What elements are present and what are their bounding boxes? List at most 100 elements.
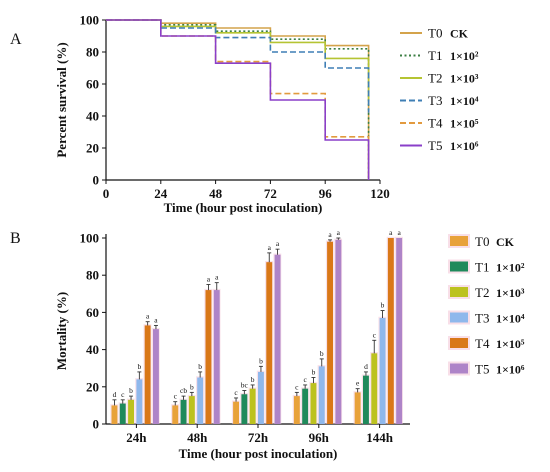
legend-label-t4: T4 bbox=[428, 116, 443, 131]
legend-dose-t1: 1×10² bbox=[496, 261, 525, 275]
significance-letter: a bbox=[328, 230, 332, 239]
panel-b-letter: B bbox=[10, 230, 21, 247]
significance-letter: c bbox=[234, 388, 238, 397]
significance-letter: cb bbox=[180, 386, 187, 395]
bar-t3-48h bbox=[197, 377, 204, 424]
significance-letter: b bbox=[190, 382, 194, 391]
mortality-legend: T0 CK T1 1×10² T2 1×10³ T3 1×10⁴ T4 1×10⁵ T5 1×10⁶ bbox=[448, 234, 525, 377]
bar-t5-96h bbox=[335, 239, 342, 424]
series-line-t5 bbox=[106, 19, 370, 180]
significance-letter: c bbox=[295, 382, 299, 391]
significance-letter: b bbox=[198, 362, 202, 371]
bar-t2-24h bbox=[128, 399, 134, 424]
x-tick-label: 72h bbox=[248, 430, 269, 445]
y-tick-label: 60 bbox=[86, 77, 99, 92]
significance-letter: d bbox=[113, 390, 117, 399]
x-tick-label: 48 bbox=[209, 186, 223, 201]
legend-swatch-t5 bbox=[450, 363, 468, 374]
y-tick-label: 20 bbox=[86, 379, 99, 394]
significance-letter: b bbox=[312, 368, 316, 377]
x-axis-title: Time (hour post inoculation) bbox=[179, 446, 338, 461]
legend-label-t0: T0 bbox=[475, 234, 489, 249]
legend-dose-t3: 1×10⁴ bbox=[496, 312, 525, 326]
y-tick-label: 20 bbox=[86, 141, 99, 156]
significance-letter: b bbox=[129, 386, 133, 395]
bar-t5-72h bbox=[274, 254, 281, 424]
x-tick-label: 96 bbox=[319, 186, 333, 201]
legend-dose-t0: CK bbox=[496, 235, 515, 249]
bar-t2-48h bbox=[188, 396, 195, 424]
series-line-t2 bbox=[106, 19, 370, 100]
significance-letter: b bbox=[251, 375, 255, 384]
bar-t1-24h bbox=[119, 403, 126, 424]
significance-letter: c bbox=[174, 392, 178, 401]
x-tick-label: 120 bbox=[370, 186, 390, 201]
significance-letter: c bbox=[121, 390, 125, 399]
legend-label-t5: T5 bbox=[475, 362, 489, 377]
bar-t0-24h bbox=[111, 405, 118, 424]
panel-a-letter: A bbox=[10, 31, 22, 48]
bar-t5-24h bbox=[153, 329, 159, 424]
series-line-t3 bbox=[106, 19, 370, 113]
bar-t1-48h bbox=[180, 399, 187, 424]
bar-t5-48h bbox=[213, 290, 220, 424]
legend-dose-t1: 1×10² bbox=[450, 49, 479, 63]
significance-letter: b bbox=[137, 362, 141, 371]
x-tick-label: 48h bbox=[187, 430, 208, 445]
significance-letter: b bbox=[259, 356, 263, 365]
bar-t1-72h bbox=[241, 394, 248, 424]
legend-swatch-t1 bbox=[450, 261, 468, 272]
significance-letter: b bbox=[320, 349, 324, 358]
y-tick-label: 100 bbox=[80, 13, 100, 28]
significance-letter: bc bbox=[241, 381, 249, 390]
legend-dose-t2: 1×10³ bbox=[450, 72, 479, 86]
survival-chart: 0 20 40 60 80 100 0 24 48 72 96 120 Time (hour post … bbox=[54, 13, 390, 216]
legend-dose-t2: 1×10³ bbox=[496, 286, 525, 300]
bar-t0-96h bbox=[293, 396, 300, 424]
bar-t4-144h bbox=[387, 238, 394, 424]
y-tick-label: 80 bbox=[86, 268, 99, 283]
significance-letter: a bbox=[215, 273, 219, 282]
x-tick-label: 96h bbox=[309, 430, 330, 445]
legend-swatch-t0 bbox=[450, 236, 468, 246]
legend-label-t1: T1 bbox=[428, 48, 442, 63]
y-axis-title: Percent survival (%) bbox=[54, 42, 69, 157]
legend-label-t2: T2 bbox=[475, 285, 489, 300]
significance-letter: c bbox=[303, 375, 307, 384]
x-tick-label: 0 bbox=[103, 186, 110, 201]
y-tick-label: 60 bbox=[86, 305, 99, 320]
bar-t2-144h bbox=[371, 353, 378, 424]
legend-label-t3: T3 bbox=[475, 311, 489, 326]
x-tick-label: 24 bbox=[154, 186, 168, 201]
significance-letter: b bbox=[381, 301, 385, 310]
significance-letter: a bbox=[337, 228, 341, 237]
bar-t1-96h bbox=[302, 388, 309, 424]
legend-label-t0: T0 bbox=[428, 26, 442, 41]
significance-letter: c bbox=[373, 330, 377, 339]
legend-dose-t5: 1×10⁶ bbox=[450, 139, 479, 153]
legend-swatch-t3 bbox=[450, 312, 468, 323]
legend-label-t3: T3 bbox=[428, 93, 442, 108]
legend-dose-t5: 1×10⁶ bbox=[496, 363, 525, 377]
bar-t3-96h bbox=[318, 366, 325, 424]
x-axis-title: Time (hour post inoculation) bbox=[164, 200, 323, 215]
legend-label-t5: T5 bbox=[428, 138, 442, 153]
series-line-t1 bbox=[106, 19, 370, 180]
significance-letter: e bbox=[356, 379, 360, 388]
bar-t1-144h bbox=[363, 375, 369, 424]
survival-legend: T0 CK T1 1×10² T2 1×10³ T3 1×10⁴ T4 1×10⁵ T5 1×10⁶ bbox=[400, 26, 479, 153]
x-tick-label: 24h bbox=[126, 430, 147, 445]
legend-swatch-t2 bbox=[450, 287, 468, 297]
legend-dose-t3: 1×10⁴ bbox=[450, 94, 479, 108]
bar-t4-72h bbox=[266, 262, 273, 424]
legend-label-t2: T2 bbox=[428, 71, 442, 86]
series-line-t4 bbox=[106, 19, 370, 180]
legend-label-t4: T4 bbox=[475, 336, 490, 351]
y-axis-title: Mortality (%) bbox=[54, 292, 69, 370]
significance-letter: a bbox=[397, 228, 401, 237]
y-tick-label: 40 bbox=[86, 342, 99, 357]
bar-t3-24h bbox=[136, 379, 143, 424]
bar-t0-48h bbox=[172, 405, 179, 424]
